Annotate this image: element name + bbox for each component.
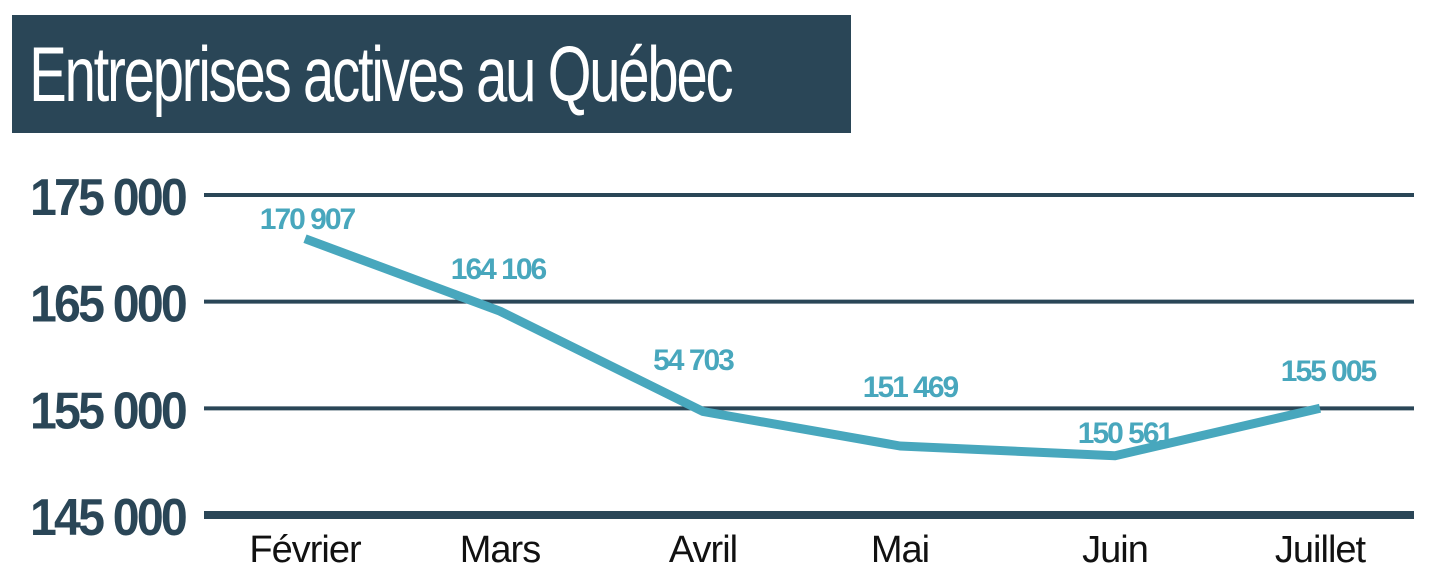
x-tick-label: Avril — [669, 529, 737, 571]
y-axis-ticks: 175 000 165 000 155 000 145 000 — [30, 169, 189, 547]
data-labels: 170 907 164 106 54 703 151 469 150 561 155 00… — [260, 203, 1379, 450]
data-label: 54 703 — [653, 344, 734, 377]
data-label: 170 907 — [260, 203, 356, 236]
x-axis-ticks: Février Mars Avril Mai Juin Juillet — [249, 529, 1367, 571]
x-tick-label: Mars — [460, 529, 540, 571]
y-tick-label: 165 000 — [30, 276, 186, 334]
y-tick-label: 175 000 — [30, 169, 186, 227]
data-label: 150 561 — [1078, 417, 1174, 450]
y-tick-label: 155 000 — [30, 382, 186, 440]
data-label: 151 469 — [863, 371, 959, 404]
data-label: 155 005 — [1281, 355, 1377, 388]
series-line — [303, 234, 1322, 461]
chart-title-banner: Entreprises actives au Québec — [12, 15, 851, 133]
gridlines — [204, 193, 1414, 519]
x-tick-label: Mai — [871, 529, 929, 571]
x-tick-label: Février — [249, 529, 362, 571]
data-label: 164 106 — [451, 253, 547, 286]
x-tick-label: Juillet — [1275, 529, 1367, 571]
x-tick-label: Juin — [1082, 529, 1148, 571]
y-tick-label: 145 000 — [30, 489, 186, 547]
